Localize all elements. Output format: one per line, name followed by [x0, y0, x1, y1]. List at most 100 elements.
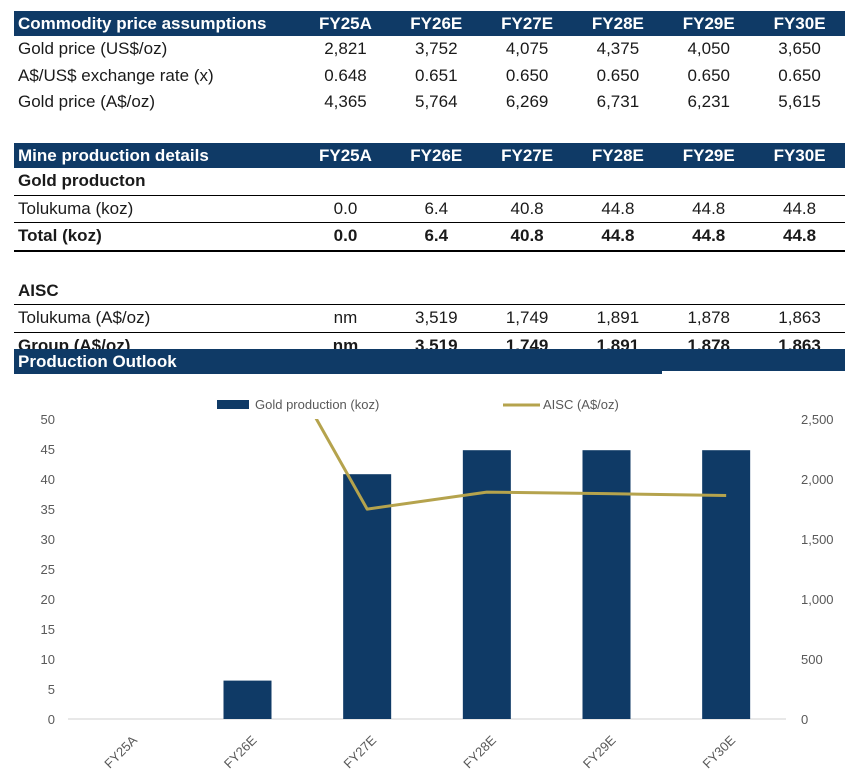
- right-tick-label: 2,500: [801, 412, 834, 427]
- left-tick-label: 50: [41, 412, 55, 427]
- cell: 0.651: [415, 65, 458, 85]
- gold-production-bar: [582, 450, 631, 719]
- table-row: Tolukuma (A$/oz) nm 3,519 1,749 1,891 1,…: [14, 304, 845, 332]
- right-tick-label: 500: [801, 652, 823, 667]
- table-row: A$/US$ exchange rate (x) 0.648 0.651 0.6…: [14, 63, 845, 90]
- commodity-header-row: Commodity price assumptions FY25A FY26E …: [14, 11, 845, 36]
- year-header: FY29E: [663, 143, 755, 168]
- right-tick-label: 1,000: [801, 592, 834, 607]
- cell: 0.650: [778, 65, 821, 85]
- table-row: Gold price (US$/oz) 2,821 3,752 4,075 4,…: [14, 36, 845, 63]
- left-tick-label: 0: [48, 712, 55, 727]
- gold-production-bar: [343, 474, 392, 719]
- x-axis-labels: FY25A FY26E FY27E FY28E FY29E FY30E: [101, 732, 738, 771]
- right-tick-label: 2,000: [801, 472, 834, 487]
- table-row: Gold price (A$/oz) 4,365 5,764 6,269 6,7…: [14, 89, 845, 116]
- left-tick-label: 35: [41, 502, 55, 517]
- row-label: A$/US$ exchange rate (x): [18, 65, 214, 85]
- cell: 6,231: [687, 92, 730, 112]
- cell: 44.8: [754, 194, 845, 223]
- row-label: Total (koz): [14, 222, 301, 252]
- cell: 40.8: [481, 194, 573, 223]
- legend-label-line: AISC (A$/oz): [543, 397, 619, 412]
- cell: 0.648: [324, 65, 367, 85]
- production-header-row: Mine production details FY25A FY26E FY27…: [14, 143, 845, 168]
- cell: 6,269: [505, 92, 549, 112]
- row-label: Tolukuma (koz): [14, 194, 301, 223]
- section-row: Gold producton: [14, 168, 845, 195]
- aisc-line: [314, 419, 727, 511]
- left-axis: 0 5 10 15 20 25 30 35 40 45 50: [41, 412, 786, 727]
- chart-legend: Gold production (koz) AISC (A$/oz): [217, 397, 619, 412]
- cell: 1,891: [572, 304, 664, 332]
- year-header: FY26E: [390, 143, 482, 168]
- row-label: Gold price (US$/oz): [18, 39, 168, 59]
- cell: 3,519: [390, 304, 482, 332]
- legend-swatch-bar: [217, 400, 249, 409]
- year-header: FY28E: [572, 143, 664, 168]
- cell: 0.650: [505, 65, 549, 85]
- cell: 5,764: [415, 92, 458, 112]
- gold-production-bar: [462, 450, 511, 719]
- left-tick-label: 45: [41, 442, 55, 457]
- right-tick-label: 1,500: [801, 532, 834, 547]
- cell: 5,615: [778, 92, 821, 112]
- cell: nm: [300, 304, 391, 332]
- chart-title: Production Outlook: [14, 349, 662, 374]
- gold-production-bar: [702, 450, 751, 719]
- year-header: FY26E: [390, 11, 482, 36]
- year-header: FY30E: [754, 11, 845, 36]
- left-tick-label: 5: [48, 682, 55, 697]
- cell: 6.4: [390, 194, 482, 223]
- spacer-row: [14, 251, 845, 278]
- left-tick-label: 15: [41, 622, 55, 637]
- bar-series: [223, 450, 751, 719]
- section-row: AISC: [14, 278, 845, 305]
- cell: 44.8: [572, 222, 664, 252]
- cell: 4,050: [687, 39, 730, 59]
- line-series: [314, 419, 727, 511]
- x-tick-label: FY29E: [580, 732, 619, 771]
- aisc-section-label: AISC: [18, 280, 59, 300]
- production-table: Mine production details FY25A FY26E FY27…: [14, 143, 845, 361]
- right-axis: 0 500 1,000 1,500 2,000 2,500: [801, 412, 834, 727]
- year-header: FY29E: [663, 11, 755, 36]
- production-outlook-chart: Gold production (koz) AISC (A$/oz) 0 5 10 15…: [41, 397, 834, 771]
- cell: 1,863: [754, 304, 845, 332]
- left-tick-label: 20: [41, 592, 55, 607]
- year-header: FY28E: [572, 11, 664, 36]
- cell: 44.8: [572, 194, 664, 223]
- left-tick-label: 25: [41, 562, 55, 577]
- commodity-table: Commodity price assumptions FY25A FY26E …: [14, 11, 845, 116]
- cell: 0.0: [300, 194, 391, 223]
- x-tick-label: FY25A: [101, 732, 140, 771]
- right-tick-label: 0: [801, 712, 808, 727]
- left-tick-label: 10: [41, 652, 55, 667]
- x-tick-label: FY30E: [700, 732, 739, 771]
- cell: 3,650: [778, 39, 821, 59]
- cell: 4,375: [596, 39, 640, 59]
- cell: 3,752: [415, 39, 458, 59]
- x-tick-label: FY26E: [221, 732, 260, 771]
- cell: 40.8: [481, 222, 573, 252]
- year-header: FY30E: [754, 143, 845, 168]
- year-header: FY27E: [481, 11, 573, 36]
- year-header: FY25A: [300, 143, 391, 168]
- x-tick-label: FY27E: [341, 732, 380, 771]
- commodity-title: Commodity price assumptions: [14, 11, 301, 36]
- left-tick-label: 40: [41, 472, 55, 487]
- x-tick-label: FY28E: [460, 732, 499, 771]
- row-label: Gold price (A$/oz): [18, 92, 155, 112]
- left-tick-label: 30: [41, 532, 55, 547]
- cell: 0.650: [596, 65, 640, 85]
- legend-label-bar: Gold production (koz): [255, 397, 379, 412]
- cell: 2,821: [324, 39, 367, 59]
- cell: 44.8: [663, 194, 755, 223]
- table-row: Tolukuma (koz) 0.0 6.4 40.8 44.8 44.8 44…: [14, 194, 845, 223]
- gold-section-label: Gold producton: [18, 171, 146, 191]
- cell: 44.8: [663, 222, 755, 252]
- year-header: FY27E: [481, 143, 573, 168]
- cell: 1,749: [481, 304, 573, 332]
- row-label: Tolukuma (A$/oz): [14, 304, 301, 332]
- total-row: Total (koz) 0.0 6.4 40.8 44.8 44.8 44.8: [14, 222, 845, 252]
